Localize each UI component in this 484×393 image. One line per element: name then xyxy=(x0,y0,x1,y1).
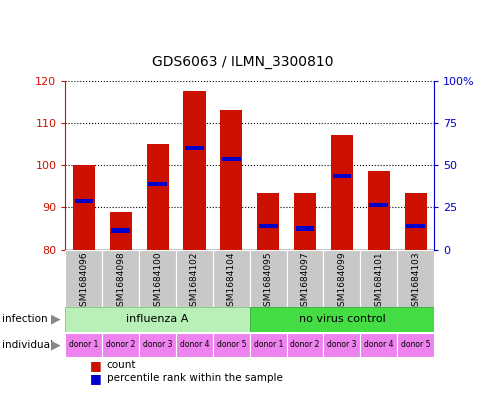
Bar xyxy=(212,332,249,357)
Bar xyxy=(369,203,387,207)
Text: GSM1684103: GSM1684103 xyxy=(410,252,419,312)
Bar xyxy=(249,250,286,307)
Text: GSM1684095: GSM1684095 xyxy=(263,252,272,312)
Text: GDS6063 / ILMN_3300810: GDS6063 / ILMN_3300810 xyxy=(151,55,333,69)
Bar xyxy=(360,250,396,307)
Bar xyxy=(212,250,249,307)
Bar xyxy=(323,250,360,307)
Bar xyxy=(293,193,316,250)
Text: GSM1684101: GSM1684101 xyxy=(374,252,382,312)
Bar xyxy=(295,226,314,231)
Text: no virus control: no virus control xyxy=(298,314,384,324)
Text: count: count xyxy=(106,360,136,370)
Bar xyxy=(139,250,176,307)
Text: GSM1684099: GSM1684099 xyxy=(337,252,346,312)
Bar xyxy=(249,307,433,332)
Bar xyxy=(146,144,168,250)
Text: GSM1684097: GSM1684097 xyxy=(300,252,309,312)
Text: donor 4: donor 4 xyxy=(180,340,209,349)
Bar xyxy=(404,193,426,250)
Bar xyxy=(183,91,205,250)
Bar xyxy=(176,250,212,307)
Bar xyxy=(323,332,360,357)
Bar xyxy=(148,182,166,186)
Bar xyxy=(75,199,93,203)
Text: donor 4: donor 4 xyxy=(363,340,393,349)
Text: individual: individual xyxy=(2,340,53,350)
Bar xyxy=(65,332,102,357)
Bar xyxy=(65,250,102,307)
Text: donor 3: donor 3 xyxy=(327,340,356,349)
Bar xyxy=(65,307,249,332)
Text: donor 1: donor 1 xyxy=(253,340,282,349)
Text: ■: ■ xyxy=(90,372,101,385)
Bar xyxy=(109,211,132,250)
Text: GSM1684096: GSM1684096 xyxy=(79,252,88,312)
Text: donor 5: donor 5 xyxy=(216,340,245,349)
Text: donor 5: donor 5 xyxy=(400,340,429,349)
Bar xyxy=(367,171,389,250)
Bar xyxy=(185,146,203,150)
Bar xyxy=(176,332,212,357)
Text: GSM1684100: GSM1684100 xyxy=(153,252,162,312)
Text: GSM1684098: GSM1684098 xyxy=(116,252,125,312)
Text: influenza A: influenza A xyxy=(126,314,188,324)
Text: donor 3: donor 3 xyxy=(143,340,172,349)
Bar xyxy=(102,332,139,357)
Bar xyxy=(360,332,396,357)
Bar xyxy=(286,332,323,357)
Bar xyxy=(222,156,240,161)
Text: ▶: ▶ xyxy=(51,338,60,351)
Bar xyxy=(258,224,277,228)
Text: donor 2: donor 2 xyxy=(290,340,319,349)
Text: infection: infection xyxy=(2,314,48,324)
Bar xyxy=(111,228,130,233)
Text: percentile rank within the sample: percentile rank within the sample xyxy=(106,373,282,383)
Text: GSM1684104: GSM1684104 xyxy=(227,252,235,312)
Text: GSM1684102: GSM1684102 xyxy=(190,252,198,312)
Bar xyxy=(396,332,433,357)
Bar xyxy=(396,250,433,307)
Bar xyxy=(102,250,139,307)
Text: ■: ■ xyxy=(90,359,101,372)
Bar xyxy=(220,110,242,250)
Text: donor 2: donor 2 xyxy=(106,340,135,349)
Bar xyxy=(73,165,95,250)
Text: donor 1: donor 1 xyxy=(69,340,98,349)
Bar xyxy=(332,173,350,178)
Bar xyxy=(139,332,176,357)
Text: ▶: ▶ xyxy=(51,313,60,326)
Bar xyxy=(330,136,352,250)
Bar xyxy=(257,193,279,250)
Bar xyxy=(249,332,286,357)
Bar xyxy=(286,250,323,307)
Bar xyxy=(406,224,424,228)
